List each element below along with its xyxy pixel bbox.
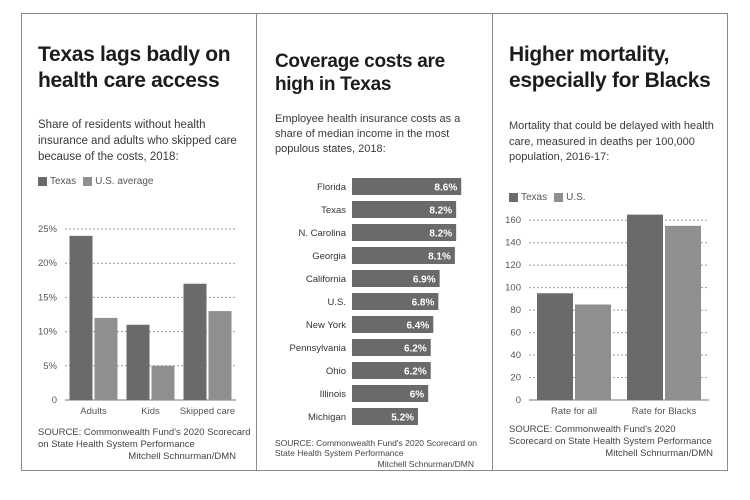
state-label: New York bbox=[306, 320, 346, 331]
cost-bar bbox=[352, 339, 431, 356]
state-label: Illinois bbox=[320, 389, 347, 400]
cost-bar bbox=[352, 385, 429, 402]
y-tick-label: 0 bbox=[516, 395, 521, 406]
legend-texas: Texas bbox=[521, 192, 548, 203]
cost-bar bbox=[352, 408, 419, 425]
legend-us: U.S. bbox=[566, 192, 586, 203]
y-tick-label: 15% bbox=[38, 292, 58, 303]
state-label: Georgia bbox=[312, 251, 347, 262]
cost-value-label: 5.2% bbox=[391, 413, 414, 424]
state-label: Texas bbox=[321, 205, 346, 216]
y-tick-label: 10% bbox=[38, 327, 58, 338]
cost-value-label: 8.2% bbox=[429, 206, 452, 217]
cost-bar bbox=[352, 247, 455, 264]
y-tick-label: 40 bbox=[510, 350, 521, 361]
us-swatch bbox=[554, 193, 564, 202]
x-category-label: Skipped care bbox=[180, 406, 235, 417]
cost-value-label: 8.2% bbox=[429, 229, 452, 240]
bar-texas bbox=[183, 283, 207, 400]
legend-us: U.S. average bbox=[95, 176, 154, 187]
mortality-credit: Mitchell Schnurman/DMN bbox=[605, 448, 713, 459]
cost-bar-chart: Florida 8.6% Texas 8.2% N. Carolina 8.2% Georg… bbox=[289, 178, 462, 425]
y-tick-label: 20% bbox=[38, 258, 58, 269]
bar-texas bbox=[69, 235, 93, 400]
bar-us bbox=[94, 317, 118, 400]
mortality-panel: Higher mortality, especially for Blacks … bbox=[493, 13, 728, 471]
x-category-label: Rate for Blacks bbox=[632, 406, 697, 417]
cost-value-label: 6.4% bbox=[406, 321, 429, 332]
y-tick-label: 60 bbox=[510, 328, 521, 339]
state-label: U.S. bbox=[328, 297, 346, 308]
bar-texas bbox=[627, 214, 663, 400]
access-bar-chart: 0 5% 10% 15% 20% 25% Adults Kids Skipped care bbox=[38, 224, 236, 417]
cost-bar bbox=[352, 293, 439, 310]
y-tick-label: 80 bbox=[510, 305, 521, 316]
cost-bar bbox=[352, 178, 462, 195]
x-category-label: Adults bbox=[80, 406, 107, 417]
cost-value-label: 6.2% bbox=[404, 344, 427, 355]
cost-subtitle: Employee health insurance costs as a sha… bbox=[275, 113, 461, 155]
cost-title: Coverage costs are high in Texas bbox=[275, 51, 445, 95]
cost-source: SOURCE: Commonwealth Fund's 2020 Scoreca… bbox=[275, 438, 477, 458]
cost-credit: Mitchell Schnurman/DMN bbox=[377, 459, 474, 469]
state-label: Pennsylvania bbox=[289, 343, 346, 354]
bar-texas bbox=[126, 324, 150, 400]
mortality-title: Higher mortality, especially for Blacks bbox=[509, 43, 711, 92]
y-tick-label: 25% bbox=[38, 224, 58, 235]
texas-swatch bbox=[509, 193, 518, 202]
cost-value-label: 6.9% bbox=[413, 275, 436, 286]
cost-bar bbox=[352, 224, 457, 241]
y-tick-label: 140 bbox=[505, 238, 521, 249]
cost-value-label: 6% bbox=[410, 390, 425, 401]
bar-texas bbox=[537, 293, 573, 400]
state-label: N. Carolina bbox=[298, 228, 346, 239]
access-legend: Texas U.S. average bbox=[38, 176, 154, 187]
x-category-label: Kids bbox=[141, 406, 160, 417]
cost-value-label: 8.1% bbox=[428, 252, 451, 263]
state-label: Florida bbox=[317, 182, 347, 193]
y-tick-label: 160 bbox=[505, 215, 521, 226]
bar-us bbox=[208, 311, 232, 400]
cost-value-label: 8.6% bbox=[434, 183, 457, 194]
legend-texas: Texas bbox=[50, 176, 77, 187]
access-subtitle: Share of residents without health insura… bbox=[38, 119, 237, 163]
state-label: Ohio bbox=[326, 366, 346, 377]
access-source: SOURCE: Commonwealth Fund's 2020 Scoreca… bbox=[38, 427, 251, 450]
cost-bar bbox=[352, 201, 457, 218]
bar-us bbox=[575, 304, 611, 400]
state-label: Michigan bbox=[308, 412, 346, 423]
mortality-subtitle: Mortality that could be delayed with hea… bbox=[509, 120, 714, 163]
cost-bar bbox=[352, 362, 431, 379]
y-tick-label: 0 bbox=[52, 395, 57, 406]
mortality-source: SOURCE: Commonwealth Fund's 2020 Scoreca… bbox=[509, 424, 712, 447]
bar-us bbox=[665, 225, 701, 400]
texas-swatch bbox=[38, 177, 47, 186]
state-label: California bbox=[306, 274, 347, 285]
access-credit: Mitchell Schnurman/DMN bbox=[128, 451, 236, 462]
cost-value-label: 6.8% bbox=[412, 298, 435, 309]
cost-value-label: 6.2% bbox=[404, 367, 427, 378]
cost-bar bbox=[352, 316, 434, 333]
us-swatch bbox=[83, 177, 93, 186]
access-title: Texas lags badly on health care access bbox=[38, 43, 231, 92]
mortality-bar-chart: 0 20 40 60 80 100 120 140 160 Rate for all Rate fo… bbox=[505, 214, 709, 417]
cost-panel: Coverage costs are high in Texas Employe… bbox=[257, 13, 493, 471]
bar-us bbox=[151, 365, 175, 400]
y-tick-label: 20 bbox=[510, 373, 521, 384]
y-tick-label: 100 bbox=[505, 283, 521, 294]
access-panel: Texas lags badly on health care access S… bbox=[21, 13, 257, 471]
y-tick-label: 120 bbox=[505, 260, 521, 271]
mortality-legend: Texas U.S. bbox=[509, 192, 586, 203]
y-tick-label: 5% bbox=[43, 361, 57, 372]
cost-bar bbox=[352, 270, 440, 287]
x-category-label: Rate for all bbox=[551, 406, 597, 417]
